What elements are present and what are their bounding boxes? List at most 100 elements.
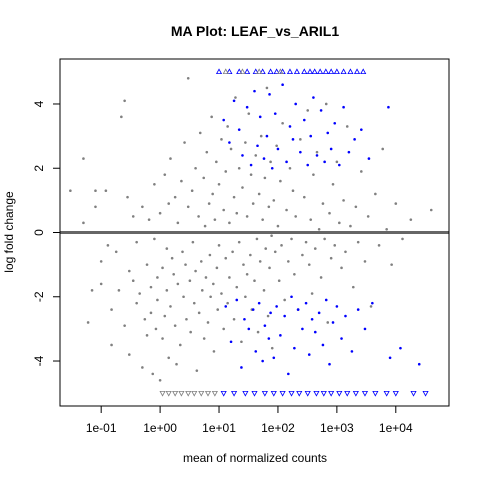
data-point	[321, 343, 325, 347]
data-point	[249, 163, 253, 167]
data-point	[249, 173, 253, 176]
data-point	[228, 221, 231, 225]
x-axis: 1e-01 1e+00 1e+01 1e+02 1e+03 1e+04	[86, 406, 413, 435]
data-point	[321, 202, 325, 205]
y-tick-label: -2	[32, 291, 46, 302]
data-point	[163, 314, 167, 318]
data-point	[249, 253, 252, 257]
data-point	[236, 68, 243, 75]
data-point	[296, 390, 303, 397]
x-tick-label: 1e+02	[261, 421, 295, 435]
data-point	[117, 289, 121, 292]
data-point	[285, 208, 288, 212]
data-point	[317, 68, 324, 75]
data-point	[366, 215, 370, 218]
data-point	[154, 327, 158, 331]
data-point	[279, 179, 282, 183]
data-point	[317, 227, 321, 231]
data-point	[268, 93, 271, 96]
data-point	[188, 279, 192, 282]
data-point	[291, 138, 295, 141]
data-point	[312, 173, 315, 176]
data-point	[245, 215, 249, 218]
data-point	[328, 211, 331, 215]
data-point	[127, 269, 131, 273]
data-point	[301, 253, 304, 257]
data-point	[259, 68, 266, 75]
x-tick-label: 1e+04	[379, 421, 413, 435]
data-point	[258, 115, 262, 119]
data-point	[186, 76, 190, 80]
data-point	[263, 324, 267, 327]
data-point	[138, 292, 141, 295]
data-point	[333, 244, 337, 247]
x-tick-label: 1e+03	[320, 421, 354, 435]
data-point	[230, 390, 238, 397]
data-point	[170, 256, 174, 260]
data-point	[323, 237, 326, 241]
data-point	[344, 390, 351, 397]
data-point	[326, 321, 330, 324]
data-point	[242, 390, 249, 397]
data-point	[275, 144, 278, 148]
data-point	[351, 285, 355, 289]
data-point	[410, 390, 417, 397]
data-point	[279, 390, 286, 397]
data-point	[228, 141, 231, 144]
data-point	[186, 205, 190, 209]
data-point	[226, 301, 229, 305]
data-point	[342, 105, 345, 109]
data-point	[141, 205, 144, 209]
data-point	[237, 166, 241, 170]
data-point	[215, 160, 218, 164]
data-point	[269, 311, 272, 315]
data-point	[217, 183, 221, 186]
data-point	[387, 105, 390, 109]
data-point	[127, 353, 131, 356]
data-point	[145, 263, 149, 266]
data-point	[173, 195, 177, 199]
data-point	[175, 362, 178, 366]
data-point	[326, 131, 330, 135]
data-point	[277, 279, 281, 282]
data-point	[135, 301, 138, 305]
data-point	[360, 68, 367, 75]
data-point	[288, 166, 292, 170]
data-point	[329, 147, 333, 151]
data-point	[242, 263, 245, 266]
data-point	[255, 237, 259, 241]
data-point	[306, 68, 314, 75]
data-point	[281, 121, 284, 125]
data-point	[279, 334, 282, 337]
data-point	[299, 138, 302, 141]
data-point	[126, 195, 129, 199]
data-point	[220, 292, 223, 295]
data-point	[169, 157, 172, 160]
data-point	[269, 160, 272, 164]
data-point	[257, 301, 261, 305]
data-point	[245, 105, 249, 109]
data-point	[272, 356, 276, 360]
data-point	[94, 189, 97, 193]
data-point	[222, 68, 229, 75]
data-point	[328, 362, 331, 366]
data-point	[374, 192, 377, 196]
data-point	[301, 68, 308, 75]
data-point	[94, 205, 97, 209]
data-point	[253, 89, 256, 93]
data-point	[232, 317, 236, 321]
data-point	[181, 250, 184, 254]
data-point	[256, 68, 263, 75]
data-point	[120, 115, 123, 119]
data-point	[182, 295, 185, 299]
data-point	[287, 372, 290, 376]
data-point	[304, 390, 311, 397]
data-point	[302, 118, 306, 122]
data-point	[273, 112, 277, 115]
data-point	[301, 327, 304, 331]
data-point	[309, 218, 313, 221]
data-point	[234, 96, 237, 99]
data-point	[324, 102, 328, 106]
data-point	[99, 260, 103, 263]
data-point	[309, 134, 313, 138]
